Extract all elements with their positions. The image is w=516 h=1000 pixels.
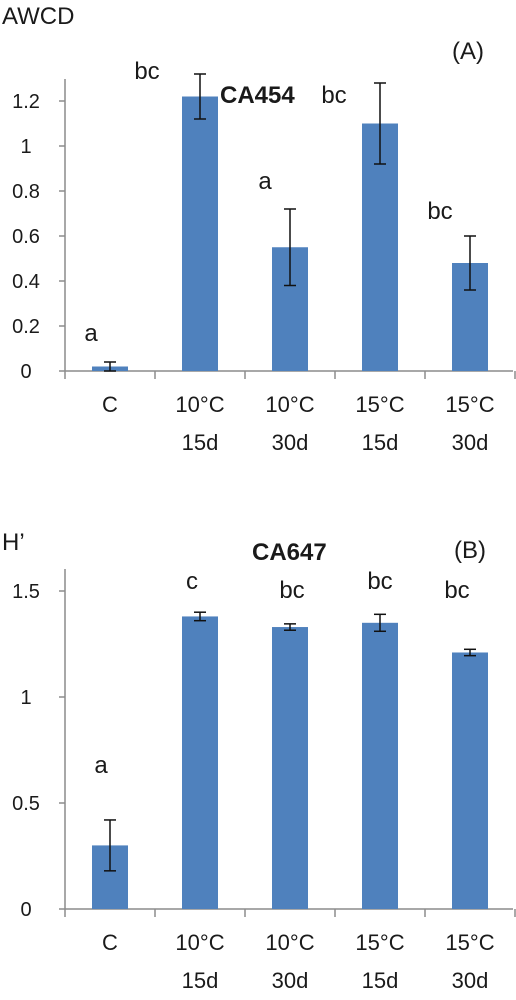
x-tick-label: 30d [452, 430, 489, 455]
significance-letter: a [258, 168, 272, 195]
y-axis-label: H’ [2, 529, 25, 556]
x-tick-label: 15d [182, 430, 219, 455]
y-tick-label: 0.8 [12, 181, 40, 203]
y-tick-label: 0.2 [12, 316, 40, 338]
significance-letter: bc [427, 198, 452, 225]
bar [452, 652, 488, 909]
significance-letter: a [84, 320, 98, 347]
x-tick-label: 10°C [265, 930, 314, 955]
x-tick-label: 10°C [265, 392, 314, 417]
bar [272, 627, 308, 909]
y-axis-label: AWCD [2, 3, 74, 30]
chart-panel-a: AWCD CA454 (A) 0 0.2 0.4 0.6 0.8 1 1.2 a Cbc 10°C 15d… [2, 3, 516, 455]
significance-letter: a [94, 752, 108, 779]
x-tick-label: 15°C [355, 392, 404, 417]
x-tick-label: 15°C [445, 930, 494, 955]
bar [182, 616, 218, 909]
x-tick-label: 10°C [175, 930, 224, 955]
significance-letter: bc [321, 82, 346, 109]
y-tick-label: 0.5 [12, 793, 40, 815]
x-tick-label: 15d [182, 968, 219, 993]
x-tick-label: 15°C [355, 930, 404, 955]
x-tick-label: C [102, 930, 118, 955]
chart-title: CA454 [220, 82, 295, 109]
chart-title: CA647 [252, 539, 327, 566]
x-tick-label: 15d [362, 430, 399, 455]
panel-label: (B) [454, 537, 486, 564]
y-tick-label: 1.2 [12, 91, 40, 113]
bar [362, 622, 398, 909]
x-tick-label: 15°C [445, 392, 494, 417]
x-tick-label: 10°C [175, 392, 224, 417]
x-tick-label: C [102, 392, 118, 417]
y-tick-label: 0 [20, 361, 31, 383]
y-tick-label: 1 [20, 136, 31, 158]
chart-panel-b: H’ CA647 (B) 0 0.5 1 1.5 a Cc 10°C 15d bc 10°C 30d bc 1… [2, 529, 516, 993]
x-tick-label: 30d [272, 968, 309, 993]
y-tick-label: 0.4 [12, 271, 40, 293]
panel-label: (A) [452, 38, 484, 65]
y-tick-label: 1 [20, 687, 31, 709]
y-tick-label: 1.5 [12, 581, 40, 603]
significance-letter: c [186, 568, 198, 595]
bar [182, 96, 218, 371]
y-tick-label: 0.6 [12, 226, 40, 248]
x-tick-label: 15d [362, 968, 399, 993]
significance-letter: bc [279, 577, 304, 604]
y-tick-label: 0 [20, 899, 31, 921]
significance-letter: bc [444, 577, 469, 604]
significance-letter: bc [367, 568, 392, 595]
x-tick-label: 30d [272, 430, 309, 455]
x-tick-label: 30d [452, 968, 489, 993]
significance-letter: bc [134, 58, 159, 85]
